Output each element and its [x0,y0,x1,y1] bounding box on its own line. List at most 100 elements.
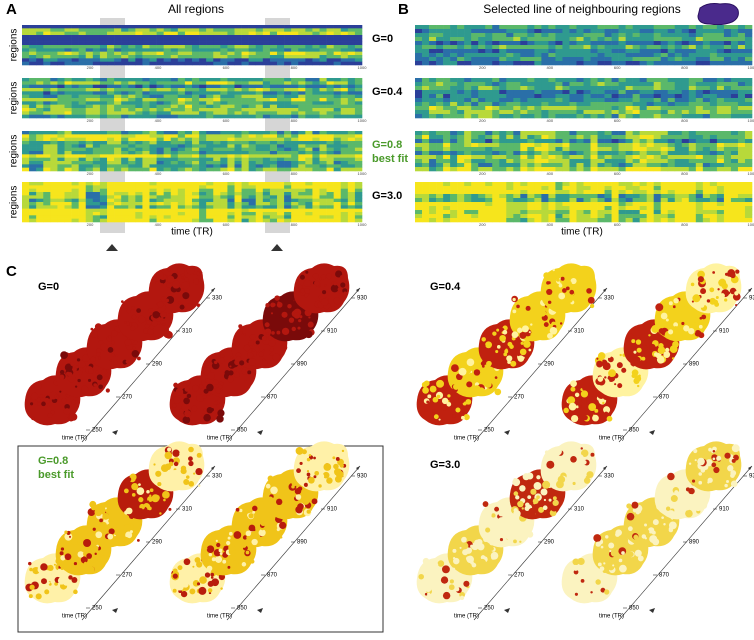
heatmap-cell [534,206,542,211]
heatmap-cell [688,202,697,207]
x-tick-label: 200 [479,65,486,70]
heatmap-cell [709,202,718,207]
heatmap-cell [597,29,605,34]
brain-patch [34,382,42,390]
heatmap-cell [71,55,79,59]
heatmap-cell [716,143,725,148]
heatmap-cell [227,88,235,92]
heatmap-cell [688,37,697,42]
heatmap-cell [312,91,320,95]
heatmap-cell [206,58,214,62]
heatmap-cell [709,114,718,119]
heatmap-cell [64,94,72,99]
heatmap-cell [723,210,732,215]
heatmap-cell [674,135,683,140]
heatmap-cell [534,167,542,172]
heatmap-cell [36,88,44,92]
heatmap-cell [36,134,44,138]
brain-patch [580,390,589,398]
heatmap-cell [618,49,626,54]
brain-patch [451,364,459,372]
heatmap-cell [541,110,549,115]
heatmap-cell [29,147,37,152]
heatmap-cell [653,49,662,54]
heatmap-cell [681,163,690,168]
heatmap-cell [213,45,221,49]
heatmap-cell [298,154,306,158]
brain-patch [461,415,465,420]
heatmap-cell [156,144,164,148]
heatmap-cell [737,25,746,30]
heatmap-cell [499,57,507,62]
heatmap-cell [43,192,51,196]
heatmap-cell [29,114,37,119]
heatmap-cell [312,104,320,109]
brain-patch [179,417,184,423]
heatmap-cell [284,51,292,56]
heatmap-cell [92,61,101,66]
heatmap-cell [520,131,528,136]
heatmap-cell [262,78,271,82]
x-tick-label: 600 [614,65,621,70]
heatmap-cell [590,210,598,215]
heatmap-cell [213,88,221,92]
heatmap-cell [29,218,37,223]
heatmap-cell [57,84,65,89]
heatmap-cell [255,108,264,112]
heatmap-cell [464,37,472,42]
heatmap-cell [639,167,647,172]
heatmap-cell [541,61,549,66]
heatmap-cell [142,111,150,115]
heatmap [415,131,753,172]
heatmap-cell [78,151,87,155]
heatmap-cell [590,98,598,103]
heatmap-cell [305,81,313,85]
brain-patch [555,271,559,275]
brain-patch [229,365,232,368]
heatmap-cell [520,41,528,46]
heatmap-cell [471,94,479,99]
heatmap-cell [723,45,732,50]
heatmap-cell [262,94,271,99]
heatmap-cell [333,192,342,196]
brain-patch [602,401,605,405]
heatmap-cell [347,101,356,105]
heatmap-cell [284,185,292,189]
heatmap-cell [29,151,37,155]
heatmap-cell [206,91,214,95]
heatmap-cell [562,190,570,195]
heatmap-cell [121,137,129,142]
heatmap-cell [548,202,556,207]
heatmap-cell [723,194,732,199]
heatmap-cell [326,164,334,168]
heatmap-cell [506,29,514,34]
heatmap-cell [192,134,200,138]
heatmap-cell [36,161,44,165]
heatmap-cell [688,53,697,58]
heatmap-cell [471,190,479,195]
heatmap-cell [284,31,292,36]
brain-patch [247,352,254,359]
heatmap-cell [284,154,292,158]
heatmap-cell [618,159,626,164]
heatmap-cell [284,45,292,49]
heatmap-cell [192,31,200,36]
heatmap-cell [347,144,356,148]
heatmap-cell [220,51,228,56]
heatmap-cell [92,114,101,119]
heatmap-cell [347,147,356,152]
heatmap-cell [92,137,101,142]
heatmap-cell [562,49,570,54]
brain-patch [458,396,466,404]
heatmap-cell [177,195,186,199]
brain-patch [551,322,555,326]
heatmap-cell [71,61,79,66]
heatmap-cell [590,139,598,144]
heatmap-cell [478,131,486,136]
heatmap-cell [128,208,136,213]
heatmap-cell [85,147,94,152]
heatmap-cell [499,29,507,34]
heatmap-cell [326,185,334,189]
heatmap-cell [429,41,437,46]
brain-patch [507,360,511,364]
